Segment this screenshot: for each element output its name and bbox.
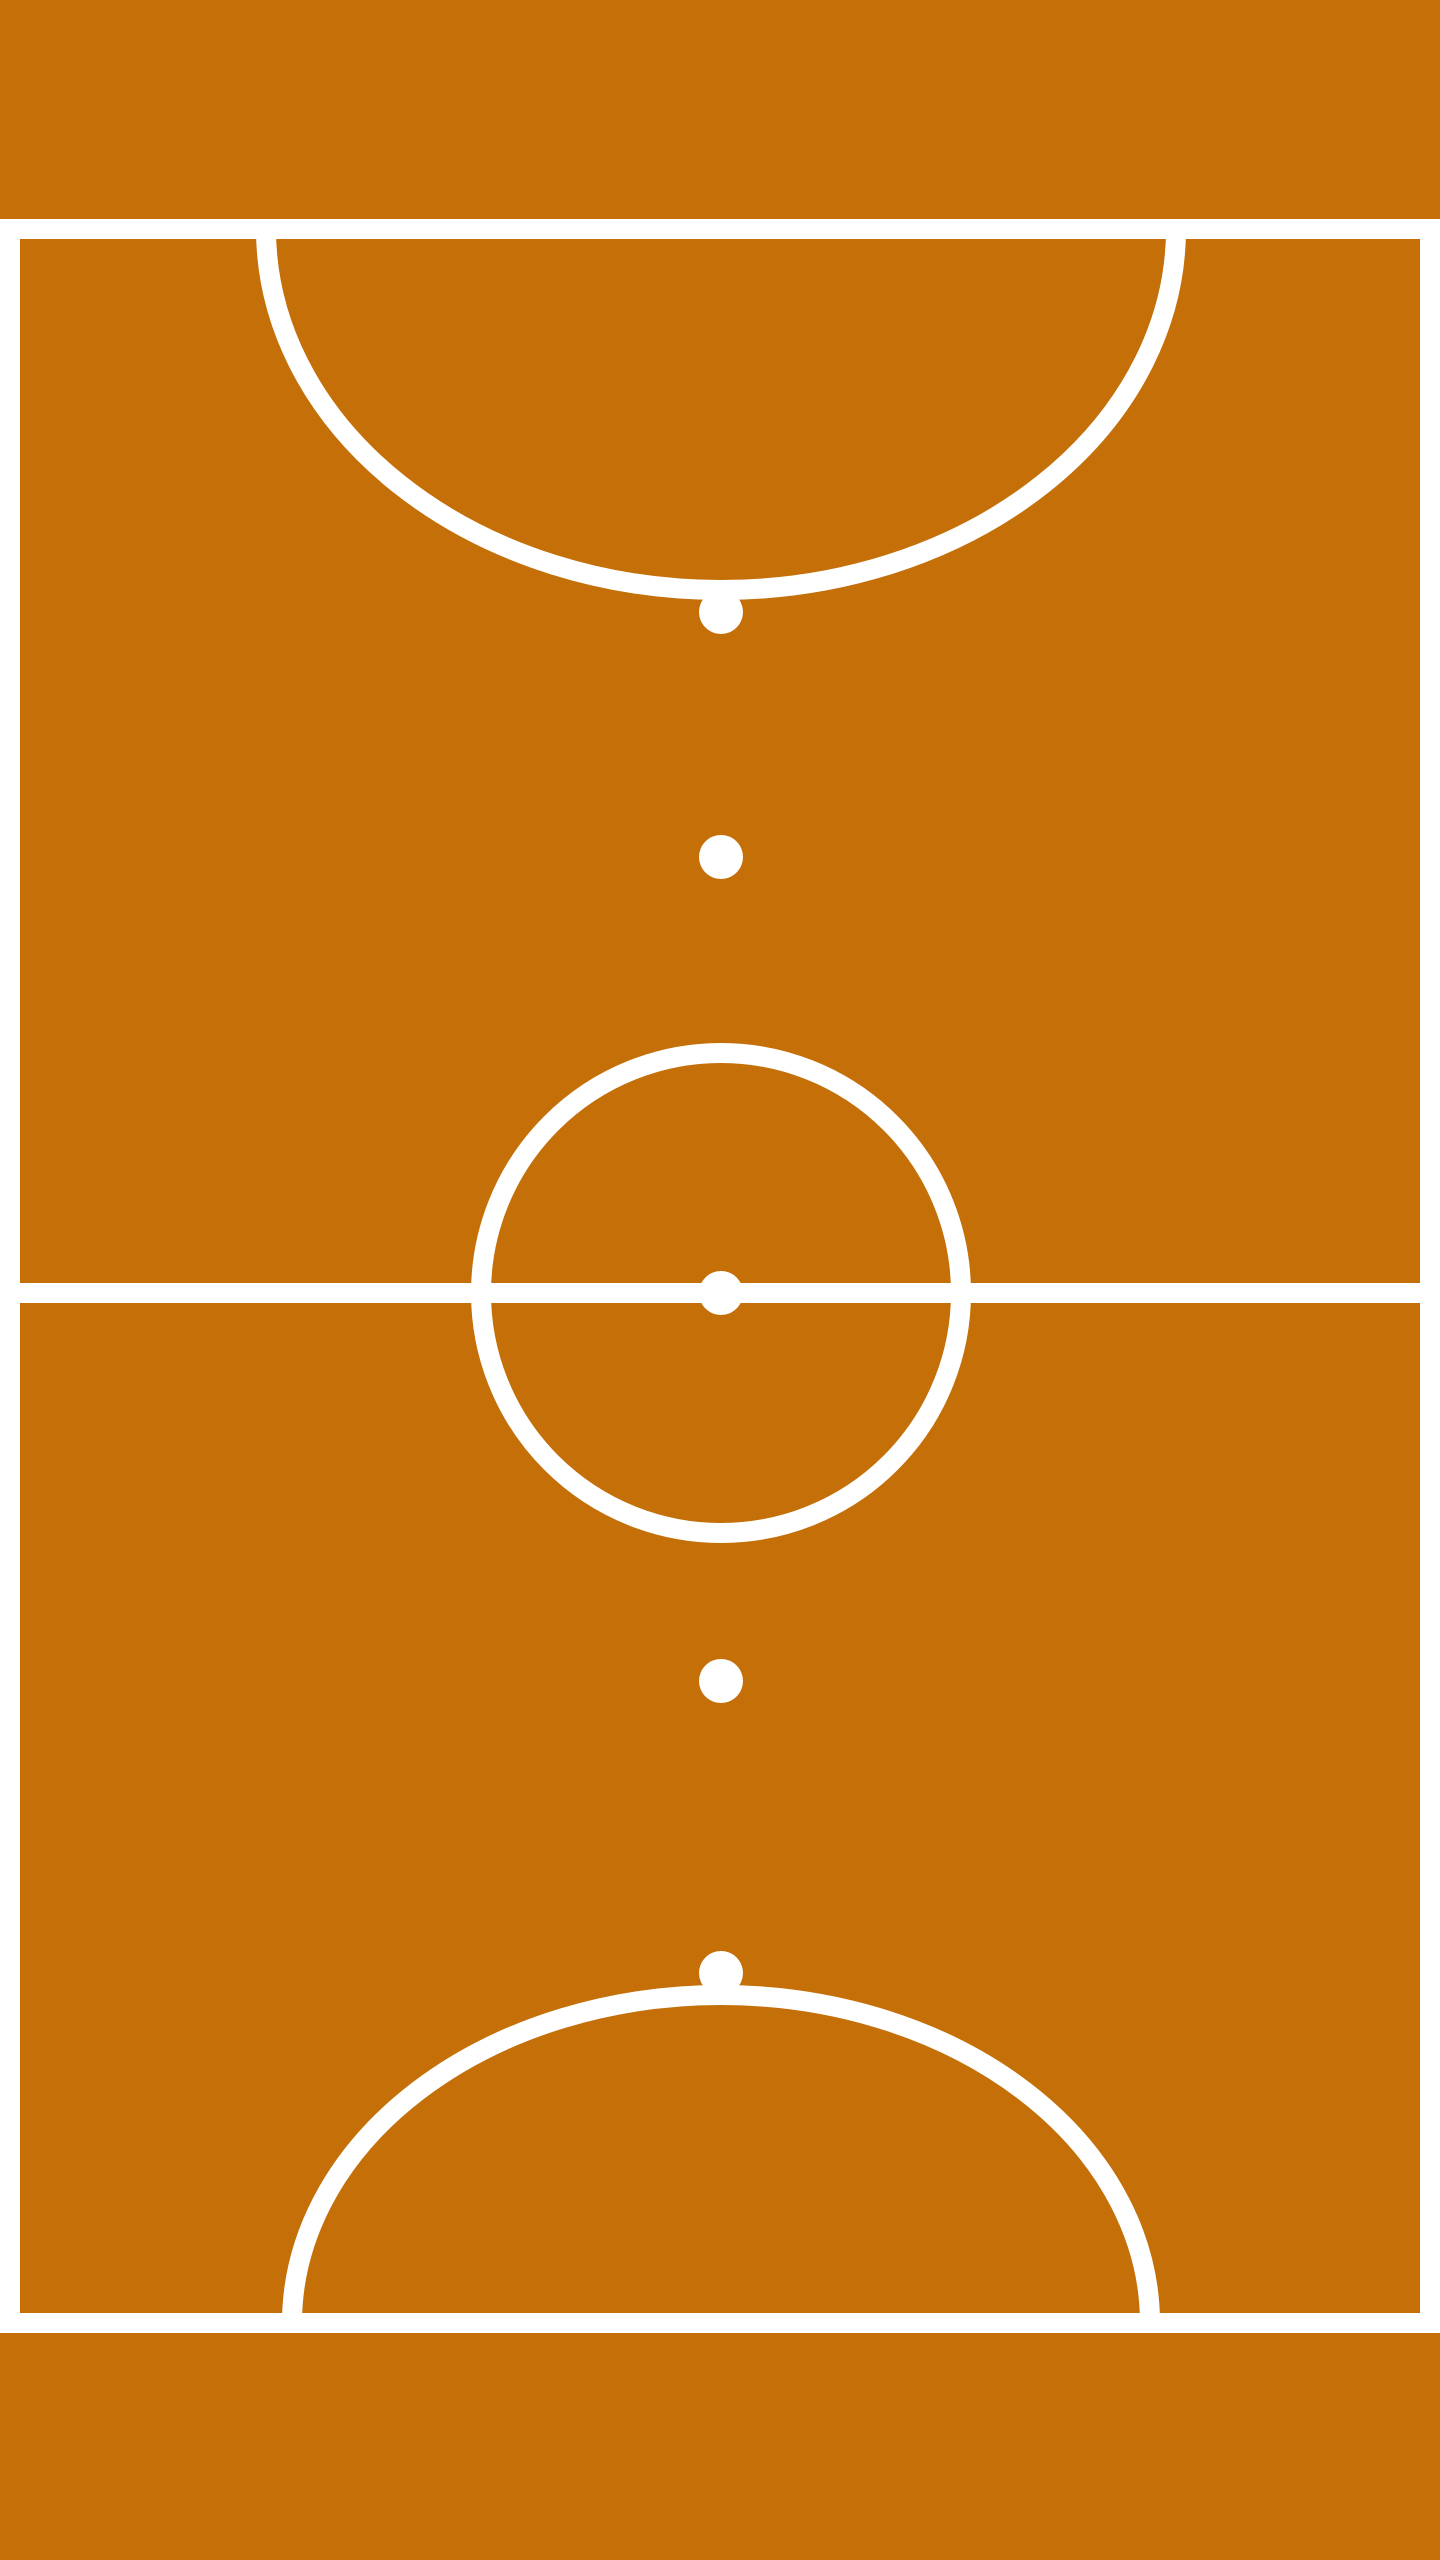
penalty-spot-bottom bbox=[699, 1951, 743, 1995]
penalty-arc-top bbox=[256, 228, 1186, 600]
second-penalty-spot-top bbox=[699, 835, 743, 879]
penalty-arc-bottom bbox=[282, 1985, 1160, 2324]
second-penalty-spot-bottom bbox=[699, 1659, 743, 1703]
touchline-left bbox=[0, 219, 20, 2333]
center-circle bbox=[471, 1043, 971, 1543]
penalty-spot-top bbox=[699, 590, 743, 634]
touchline-right bbox=[1420, 219, 1440, 2333]
goal-line-top bbox=[0, 219, 1440, 239]
goal-line-bottom bbox=[0, 2313, 1440, 2333]
center-spot bbox=[699, 1271, 743, 1315]
